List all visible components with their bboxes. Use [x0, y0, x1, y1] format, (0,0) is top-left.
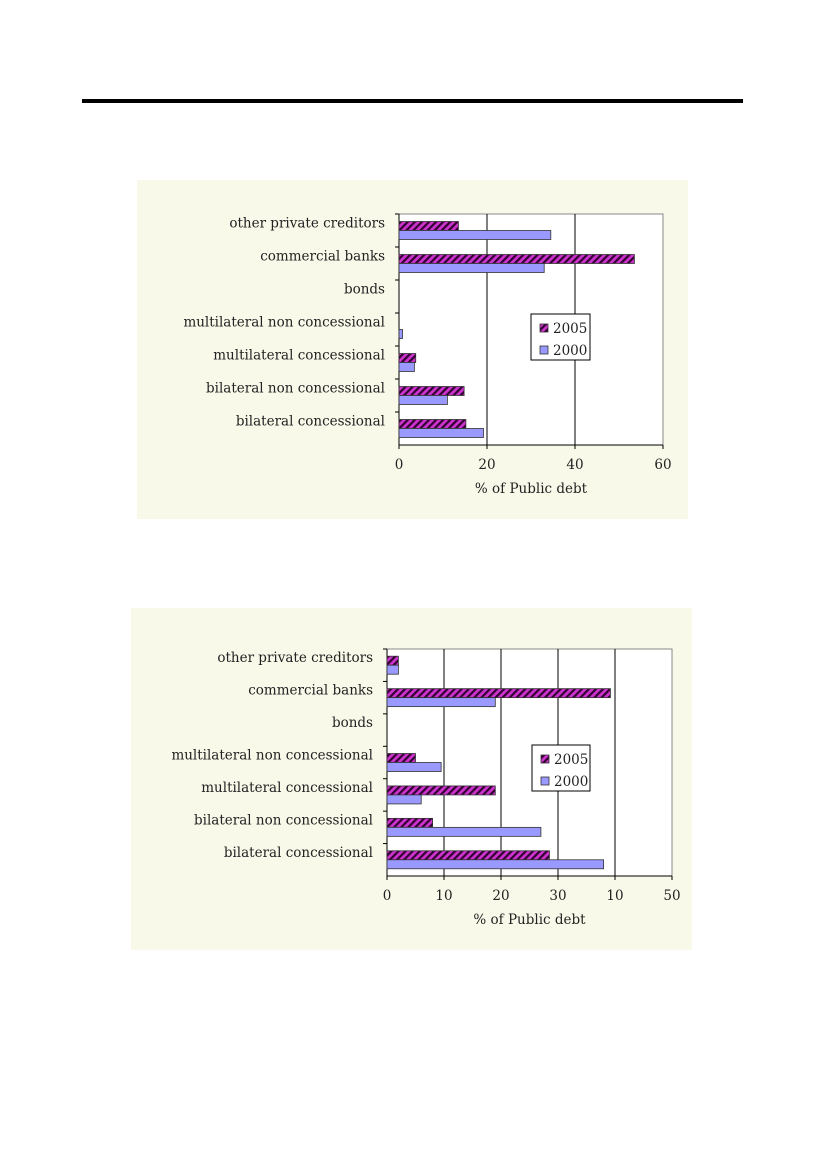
bar-2000	[386, 697, 496, 708]
bar-2005	[386, 753, 416, 763]
bar-2005	[398, 419, 467, 429]
category-label: multilateral concessional	[213, 348, 385, 364]
x-tick-label: 0	[395, 457, 404, 473]
x-axis-title: % of Public debt	[475, 481, 588, 497]
category-label: multilateral concessional	[201, 780, 373, 796]
legend-label-2000: 2000	[554, 774, 588, 790]
legend-swatch-2000	[539, 345, 549, 355]
bar-2005	[386, 688, 611, 699]
category-label: bilateral non concessional	[206, 381, 385, 397]
legend-swatch-2000	[540, 776, 550, 786]
bar-2000	[398, 329, 403, 339]
x-tick-label: 20	[492, 888, 509, 904]
bar-2000	[398, 362, 415, 372]
x-tick-label: 60	[654, 457, 671, 473]
bar-2005	[398, 353, 417, 363]
x-tick-label: 50	[663, 888, 680, 904]
bar-2005	[398, 386, 465, 396]
bar-2000	[398, 230, 552, 240]
x-tick-label: 10	[606, 888, 623, 904]
legend-label-2005: 2005	[553, 321, 587, 337]
category-label: commercial banks	[248, 683, 373, 699]
category-label: multilateral non concessional	[183, 315, 385, 331]
x-tick-label: 40	[566, 457, 583, 473]
bar-2000	[398, 263, 545, 273]
legend-swatch-2005	[539, 323, 549, 333]
category-label: other private creditors	[229, 216, 385, 232]
category-label: bonds	[344, 282, 385, 298]
legend-label-2000: 2000	[553, 343, 587, 359]
bar-2005	[386, 655, 399, 666]
category-label: multilateral non concessional	[171, 748, 373, 764]
category-label: commercial banks	[260, 249, 385, 265]
x-tick-label: 20	[478, 457, 495, 473]
category-label: bonds	[332, 715, 373, 731]
chart-1: 0 20 40 60 other private creditors commercial…	[137, 180, 688, 519]
bar-2000	[398, 395, 448, 405]
bar-2000	[386, 664, 399, 675]
chart-2: 0 10 20 30 10 50 other private creditors commer…	[131, 608, 692, 950]
header-rule	[82, 99, 743, 103]
bar-2000	[386, 794, 422, 805]
category-label: other private creditors	[217, 650, 373, 666]
bar-2005	[398, 221, 459, 231]
x-tick-label: 0	[383, 888, 392, 904]
bar-2000	[386, 762, 442, 772]
bar-2000	[386, 859, 605, 870]
bar-2005	[386, 785, 496, 796]
legend-swatch-2005	[540, 754, 550, 764]
bar-2005	[386, 850, 550, 861]
bar-2000	[386, 826, 542, 837]
category-label: bilateral non concessional	[194, 812, 373, 828]
bar-2005	[398, 254, 635, 264]
category-label: bilateral concessional	[236, 414, 385, 430]
category-label: bilateral concessional	[224, 845, 373, 861]
chart-2-svg: 0 10 20 30 10 50 other private creditors commer…	[171, 648, 681, 928]
chart-1-svg: 0 20 40 60 other private creditors commercial…	[183, 213, 672, 497]
x-tick-label: 10	[435, 888, 452, 904]
x-tick-label: 30	[549, 888, 566, 904]
legend-label-2005: 2005	[554, 752, 588, 768]
bar-2000	[398, 428, 484, 438]
x-axis-title: % of Public debt	[473, 912, 586, 928]
bar-2005	[386, 817, 433, 828]
